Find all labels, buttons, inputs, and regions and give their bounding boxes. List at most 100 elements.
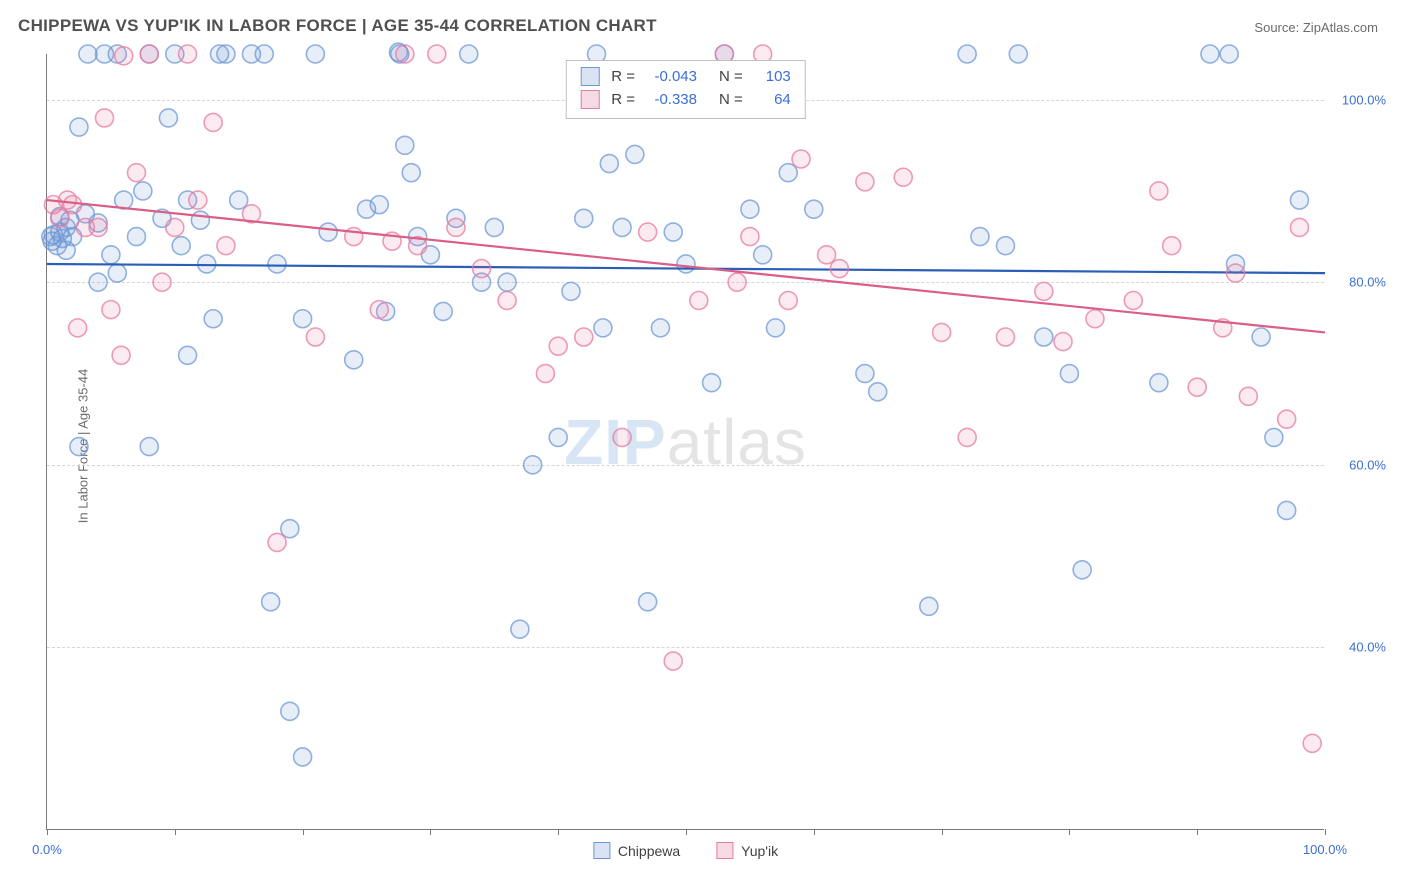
data-point [549, 428, 567, 446]
data-point [108, 264, 126, 282]
data-point [869, 383, 887, 401]
data-point [70, 118, 88, 136]
data-point [159, 109, 177, 127]
data-point [447, 218, 465, 236]
data-point [64, 196, 82, 214]
data-point [600, 155, 618, 173]
data-point [370, 301, 388, 319]
data-point [189, 191, 207, 209]
data-point [562, 282, 580, 300]
data-point [306, 45, 324, 63]
data-point [204, 310, 222, 328]
data-point [294, 748, 312, 766]
data-point [677, 255, 695, 273]
data-point [1150, 182, 1168, 200]
stat-n-value: 64 [751, 88, 791, 111]
source-prefix: Source: [1254, 20, 1299, 35]
data-point [69, 319, 87, 337]
data-point [255, 45, 273, 63]
data-point [690, 291, 708, 309]
data-point [134, 182, 152, 200]
data-point [575, 209, 593, 227]
data-point [402, 164, 420, 182]
data-point [741, 228, 759, 246]
data-point [728, 273, 746, 291]
data-point [70, 438, 88, 456]
data-point [639, 593, 657, 611]
data-point [1265, 428, 1283, 446]
data-point [1124, 291, 1142, 309]
legend-label: Yup'ik [741, 843, 778, 859]
chart-svg [47, 54, 1325, 830]
legend-swatch-icon [580, 67, 599, 86]
data-point [703, 374, 721, 392]
data-point [306, 328, 324, 346]
data-point [115, 47, 133, 65]
data-point [1290, 191, 1308, 209]
data-point [396, 136, 414, 154]
data-point [89, 218, 107, 236]
data-point [166, 218, 184, 236]
y-tick-label: 100.0% [1342, 92, 1386, 107]
data-point [856, 365, 874, 383]
source-label: Source: ZipAtlas.com [1254, 20, 1378, 35]
data-point [102, 301, 120, 319]
stat-label: N = [719, 88, 743, 111]
data-point [524, 456, 542, 474]
chart-title: CHIPPEWA VS YUP'IK IN LABOR FORCE | AGE … [18, 16, 657, 36]
data-point [140, 45, 158, 63]
legend: Chippewa Yup'ik [593, 842, 778, 859]
data-point [575, 328, 593, 346]
data-point [933, 323, 951, 341]
data-point [1201, 45, 1219, 63]
data-point [319, 223, 337, 241]
data-point [1290, 218, 1308, 236]
data-point [370, 196, 388, 214]
data-point [1239, 387, 1257, 405]
stat-r-value: -0.043 [643, 65, 697, 88]
data-point [268, 255, 286, 273]
data-point [664, 652, 682, 670]
data-point [818, 246, 836, 264]
stat-label: N = [719, 65, 743, 88]
legend-swatch-icon [593, 842, 610, 859]
data-point [1303, 734, 1321, 752]
data-point [485, 218, 503, 236]
data-point [1227, 264, 1245, 282]
data-point [172, 237, 190, 255]
stat-label: R = [611, 65, 635, 88]
data-point [127, 228, 145, 246]
data-point [217, 237, 235, 255]
data-point [613, 428, 631, 446]
data-point [396, 45, 414, 63]
stats-box: R = -0.043 N = 103 R = -0.338 N = 64 [565, 60, 806, 119]
data-point [179, 346, 197, 364]
data-point [805, 200, 823, 218]
data-point [971, 228, 989, 246]
data-point [830, 260, 848, 278]
stats-row: R = -0.338 N = 64 [580, 88, 791, 111]
x-tick-label: 0.0% [32, 842, 62, 857]
data-point [997, 237, 1015, 255]
data-point [754, 246, 772, 264]
data-point [191, 211, 209, 229]
legend-item: Chippewa [593, 842, 680, 859]
stat-r-value: -0.338 [643, 88, 697, 111]
data-point [792, 150, 810, 168]
data-point [920, 597, 938, 615]
y-tick-label: 60.0% [1349, 457, 1386, 472]
stat-n-value: 103 [751, 65, 791, 88]
data-point [997, 328, 1015, 346]
data-point [613, 218, 631, 236]
data-point [127, 164, 145, 182]
data-point [1220, 45, 1238, 63]
data-point [204, 113, 222, 131]
y-tick-label: 80.0% [1349, 275, 1386, 290]
source-value: ZipAtlas.com [1303, 20, 1378, 35]
data-point [651, 319, 669, 337]
data-point [1060, 365, 1078, 383]
data-point [428, 45, 446, 63]
x-tick [1325, 829, 1326, 835]
stat-label: R = [611, 88, 635, 111]
data-point [345, 351, 363, 369]
